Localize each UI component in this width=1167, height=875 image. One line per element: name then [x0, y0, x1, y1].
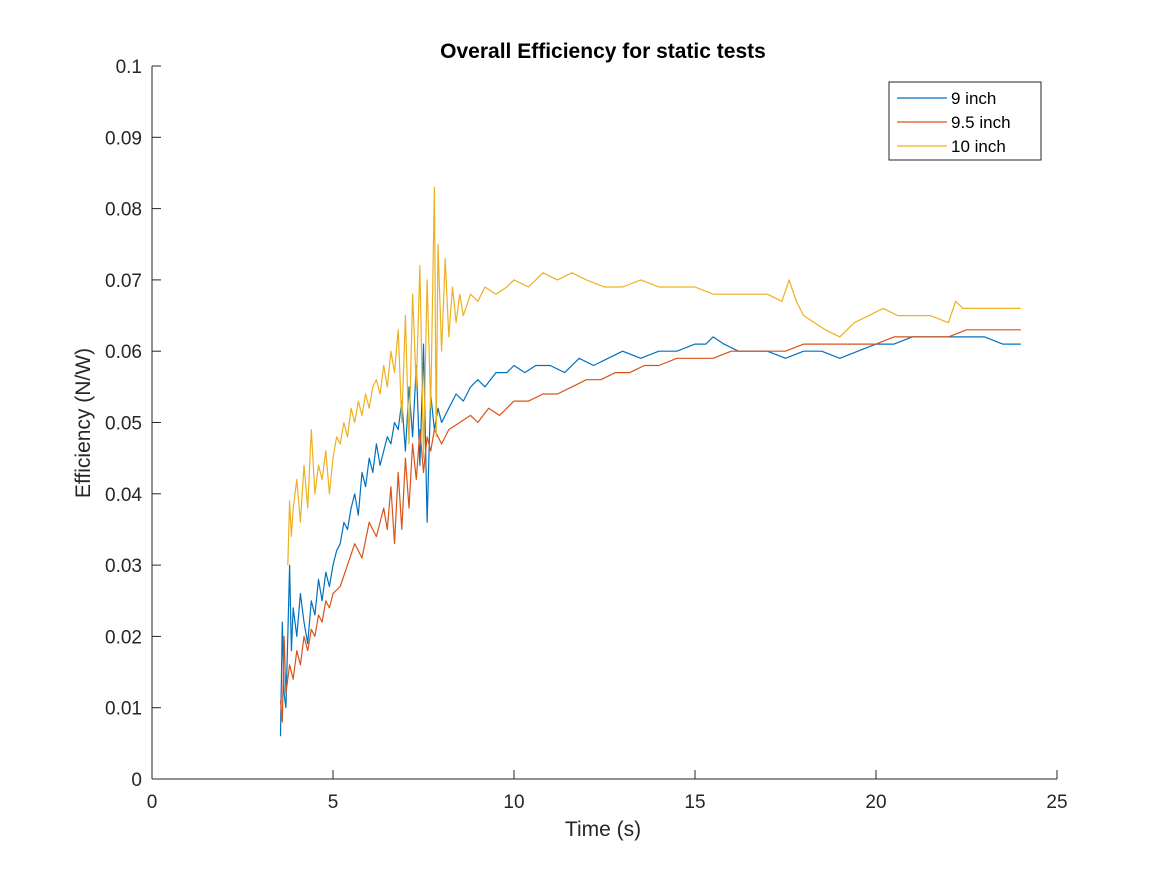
legend-label-3: 10 inch: [951, 137, 1006, 156]
y-tick-label: 0.02: [105, 627, 142, 648]
x-tick-label: 0: [147, 792, 158, 813]
y-tick-label: 0.09: [105, 128, 142, 149]
y-tick-label: 0.03: [105, 556, 142, 577]
y-tick-label: 0.01: [105, 699, 142, 720]
x-tick-label: 5: [328, 792, 339, 813]
x-tick-label: 20: [865, 792, 886, 813]
y-tick-label: 0.1: [116, 57, 142, 78]
legend-label-1: 9 inch: [951, 89, 996, 108]
y-axis-title: Efficiency (N/W): [72, 348, 95, 498]
x-axis-title: Time (s): [565, 818, 641, 841]
x-tick-label: 25: [1046, 792, 1067, 813]
legend-label-2: 9.5 inch: [951, 113, 1011, 132]
y-tick-label: 0.05: [105, 414, 142, 435]
y-tick-label: 0.08: [105, 200, 142, 221]
y-tick-label: 0.07: [105, 271, 142, 292]
y-tick-label: 0.06: [105, 342, 142, 363]
legend: 9 inch 9.5 inch 10 inch: [888, 81, 1042, 161]
x-tick-label: 15: [684, 792, 705, 813]
y-tick-label: 0: [131, 770, 142, 791]
y-tick-label: 0.04: [105, 485, 142, 506]
series-line-3: [287, 186, 1021, 566]
legend-box: [888, 81, 1042, 161]
series-line-1: [279, 336, 1021, 737]
series-line-2: [279, 329, 1021, 723]
plot-area: 0 5 10 15 20 25 0 0.01 0.02 0.03 0.04 0.05 0.06 0.07 0…: [105, 57, 1068, 813]
x-tick-label: 10: [503, 792, 524, 813]
chart-title: Overall Efficiency for static tests: [440, 40, 766, 63]
